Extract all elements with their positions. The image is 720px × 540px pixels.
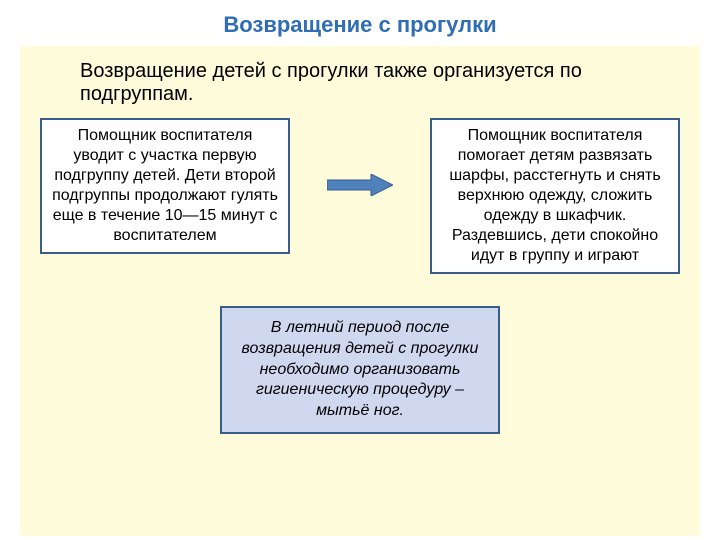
box-right: Помощник воспитателя помогает детям разв…: [430, 118, 680, 274]
content-panel: Возвращение детей с прогулки также орган…: [20, 46, 700, 536]
two-column-row: Помощник воспитателя уводит с участка пе…: [40, 118, 680, 274]
bottom-row: В летний период после возвращения детей …: [40, 306, 680, 434]
subtitle-text: Возвращение детей с прогулки также орган…: [80, 60, 620, 106]
right-arrow-icon: [327, 174, 393, 196]
arrow-shape: [327, 174, 393, 196]
arrow-icon: [327, 174, 393, 196]
box-left: Помощник воспитателя уводит с участка пе…: [40, 118, 290, 254]
slide-title: Возвращение с прогулки: [0, 0, 720, 46]
box-bottom: В летний период после возвращения детей …: [220, 306, 500, 434]
